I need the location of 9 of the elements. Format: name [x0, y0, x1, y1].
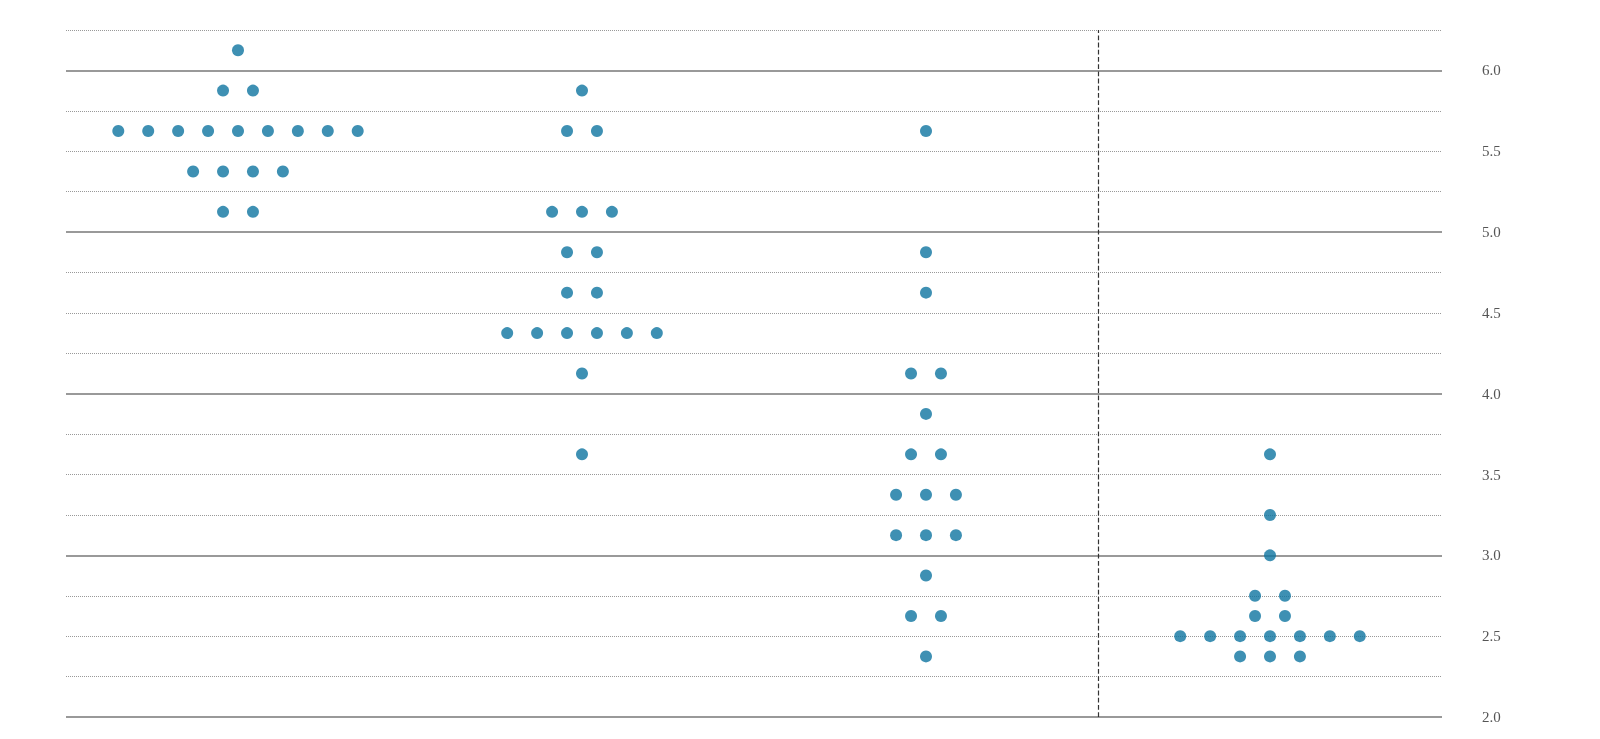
- y-tick-label: 4.5: [1482, 304, 1501, 321]
- y-tick-label: 2.0: [1482, 709, 1501, 725]
- y-tick-label: 5.5: [1482, 143, 1501, 160]
- y-tick-label: 3.5: [1482, 466, 1501, 483]
- y-tick-label: 2.5: [1482, 628, 1501, 645]
- y-tick-label: 5.0: [1482, 224, 1501, 241]
- y-tick-label: 6.0: [1482, 62, 1501, 79]
- y-tick-label: 3.0: [1482, 547, 1501, 564]
- y-tick-label: 4.0: [1482, 385, 1501, 402]
